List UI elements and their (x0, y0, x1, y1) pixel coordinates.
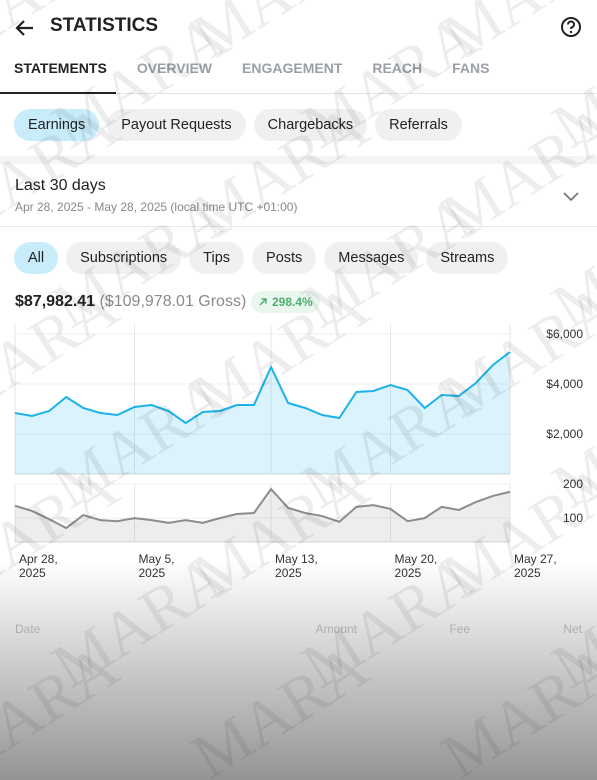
gross-amount: ($109,978.01 Gross) (99, 293, 247, 310)
watermark: MARA (430, 630, 597, 780)
y-tick-label: $6,000 (546, 327, 583, 341)
fade-overlay (0, 560, 597, 780)
change-badge: 298.4% (251, 291, 320, 313)
type-chip[interactable]: Messages (324, 242, 419, 274)
divider (0, 156, 597, 164)
y-tick-label: 200 (563, 477, 583, 491)
type-chip[interactable]: Posts (252, 242, 317, 274)
x-tick-label: May 5, (138, 552, 174, 566)
tab[interactable]: ENGAGEMENT (242, 60, 343, 76)
help-button[interactable] (560, 16, 582, 38)
type-chip[interactable]: Tips (189, 242, 245, 274)
filter-chip[interactable]: Referrals (375, 109, 462, 141)
net-amount: $87,982.41 (15, 293, 96, 310)
line (14, 487, 511, 530)
x-tick-label: 2025 (19, 566, 46, 580)
tab-bar: STATEMENTS OVERVIEW ENGAGEMENT REACH FANS (14, 60, 489, 93)
tab[interactable]: FANS (452, 60, 490, 76)
column-header: Date (15, 622, 41, 636)
column-header: Fee (449, 622, 470, 636)
x-tick-label: 2025 (275, 566, 302, 580)
type-chip[interactable]: Streams (426, 242, 509, 274)
filter-chips: Earnings Payout Requests Chargebacks Referr… (14, 109, 462, 141)
tab-indicator (0, 92, 116, 94)
area (15, 489, 510, 542)
x-tick-label: Apr 28, (19, 552, 58, 566)
change-value: 298.4% (272, 295, 313, 309)
column-header: Net (563, 622, 582, 636)
trend-icon (259, 298, 267, 306)
filter-chip[interactable]: Payout Requests (107, 109, 246, 141)
x-tick-label: 2025 (514, 566, 541, 580)
tab[interactable]: OVERVIEW (136, 60, 213, 76)
summary: $87,982.41 ($109,978.01 Gross) (15, 293, 246, 311)
x-tick-label: 2025 (395, 566, 422, 580)
page-title: STATISTICS (50, 15, 159, 36)
area (15, 352, 510, 474)
tab[interactable]: STATEMENTS (14, 60, 107, 76)
back-button[interactable] (13, 16, 37, 40)
period-range: Apr 28, 2025 - May 28, 2025 (local time … (15, 200, 298, 214)
x-tick-label: 2025 (138, 566, 165, 580)
period-toggle[interactable] (561, 189, 581, 203)
watermark: MARA (180, 630, 380, 780)
type-chips: All Subscriptions Tips Posts Messages Streams (14, 242, 509, 274)
line (14, 351, 511, 425)
column-header: Amount (316, 622, 358, 636)
y-tick-label: 100 (563, 511, 583, 525)
divider (0, 93, 597, 94)
y-tick-label: $2,000 (546, 427, 583, 441)
filter-chip[interactable]: Chargebacks (253, 109, 368, 141)
y-tick-label: $4,000 (546, 377, 583, 391)
filter-chip[interactable]: Earnings (14, 109, 100, 141)
tab[interactable]: REACH (372, 60, 423, 76)
x-tick-label: May 13, (275, 552, 318, 566)
x-tick-label: May 20, (395, 552, 438, 566)
x-tick-label: May 27, (514, 552, 557, 566)
type-chip[interactable]: All (14, 242, 59, 274)
period-title: Last 30 days (15, 177, 106, 194)
divider (0, 226, 597, 227)
type-chip[interactable]: Subscriptions (66, 242, 182, 274)
